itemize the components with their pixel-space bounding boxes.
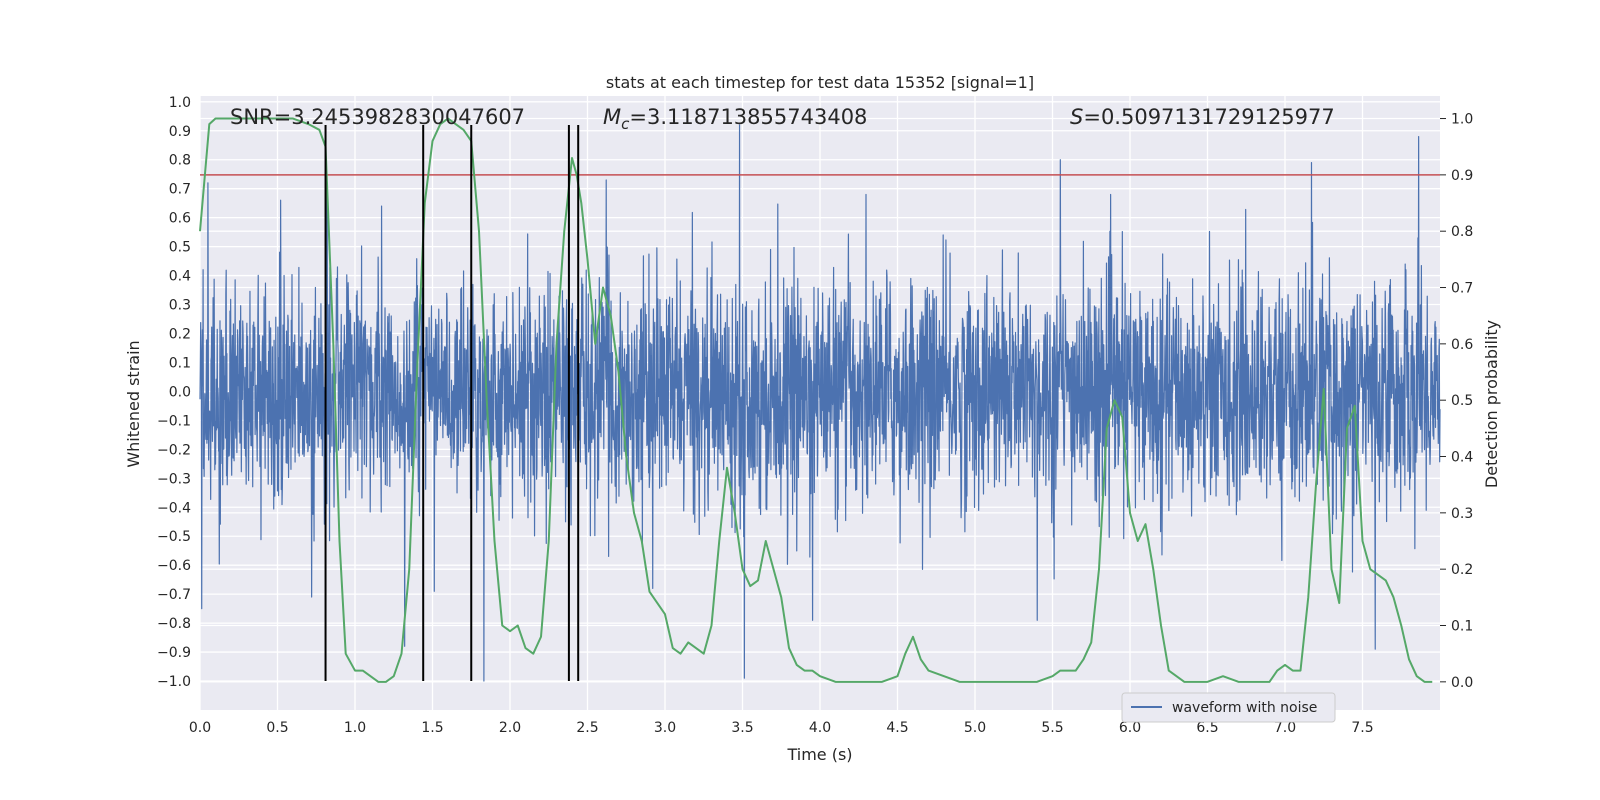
legend-box bbox=[1121, 692, 1336, 723]
y-tick-label: 1.0 bbox=[169, 95, 191, 111]
x-tick-label: 4.0 bbox=[809, 720, 831, 736]
y2-tick-label: 0.4 bbox=[1451, 450, 1473, 466]
y-tick-label: 0.8 bbox=[169, 153, 191, 169]
mc-symbol: M bbox=[603, 105, 621, 129]
y-tick-label: 0.0 bbox=[169, 384, 191, 400]
x-tick-label: 1.5 bbox=[421, 720, 443, 736]
y-tick-label: 0.2 bbox=[169, 326, 191, 342]
x-tick-label: 5.0 bbox=[964, 720, 986, 736]
y2-tick-label: 0.6 bbox=[1451, 337, 1473, 353]
x-tick-label: 2.5 bbox=[576, 720, 598, 736]
y-tick-label: −0.9 bbox=[157, 645, 191, 661]
x-tick-label: 4.5 bbox=[886, 720, 908, 736]
y-tick-label: −0.6 bbox=[157, 558, 191, 574]
waveform-line bbox=[199, 124, 1441, 682]
x-tick-label: 3.5 bbox=[731, 720, 753, 736]
probability-line bbox=[199, 117, 1433, 683]
y2-tick-label: 0.0 bbox=[1451, 675, 1473, 691]
s-annotation: S=0.5097131729125977 bbox=[1070, 105, 1335, 129]
y2-tick-label: 0.1 bbox=[1451, 619, 1473, 635]
legend-entry-waveform: waveform with noise bbox=[1172, 700, 1317, 716]
s-symbol: S bbox=[1070, 105, 1083, 129]
y-tick-label: −0.5 bbox=[157, 529, 191, 545]
y-tick-label: 0.4 bbox=[169, 269, 191, 285]
chart-title: stats at each timestep for test data 153… bbox=[606, 73, 1034, 92]
y2-axis-label: Detection probability bbox=[1482, 320, 1501, 488]
y-tick-label: 0.7 bbox=[169, 182, 191, 198]
y-tick-label: −1.0 bbox=[157, 674, 191, 690]
y2-tick-label: 0.9 bbox=[1451, 168, 1473, 184]
x-tick-label: 7.0 bbox=[1274, 720, 1296, 736]
y-tick-label: 0.5 bbox=[169, 240, 191, 256]
x-tick-label: 6.5 bbox=[1196, 720, 1218, 736]
y2-tick-label: 1.0 bbox=[1451, 112, 1473, 128]
waveform-series bbox=[199, 124, 1441, 682]
y2-tick-label: 0.5 bbox=[1451, 393, 1473, 409]
mc-value: =3.118713855743408 bbox=[629, 105, 867, 129]
y-tick-label: 0.3 bbox=[169, 298, 191, 314]
snr-annotation: SNR=3.2453982830047607 bbox=[230, 105, 525, 129]
x-tick-label: 1.0 bbox=[344, 720, 366, 736]
y2-tick-label: 0.2 bbox=[1451, 562, 1473, 578]
y-tick-label: −0.7 bbox=[157, 587, 191, 603]
mc-annotation: Mc=3.118713855743408 bbox=[603, 105, 867, 133]
x-tick-label: 7.5 bbox=[1351, 720, 1373, 736]
x-tick-label: 2.0 bbox=[499, 720, 521, 736]
y-tick-label: 0.6 bbox=[169, 211, 191, 227]
y-tick-label: −0.3 bbox=[157, 471, 191, 487]
y-tick-label: −0.2 bbox=[157, 442, 191, 458]
x-axis-label: Time (s) bbox=[786, 745, 852, 764]
x-tick-label: 0.5 bbox=[266, 720, 288, 736]
y-tick-label: 0.9 bbox=[169, 124, 191, 140]
y-axis-label: Whitened strain bbox=[124, 340, 143, 467]
y2-tick-label: 0.3 bbox=[1451, 506, 1473, 522]
s-value: =0.5097131729125977 bbox=[1083, 105, 1334, 129]
y-tick-label: −0.1 bbox=[157, 413, 191, 429]
x-tick-label: 6.0 bbox=[1119, 720, 1141, 736]
y2-tick-label: 0.8 bbox=[1451, 224, 1473, 240]
legend: waveform with noise bbox=[1121, 692, 1336, 723]
y-tick-label: 0.1 bbox=[169, 355, 191, 371]
probability-series bbox=[199, 117, 1433, 683]
mc-subscript: c bbox=[621, 115, 630, 133]
y2-tick-label: 0.7 bbox=[1451, 281, 1473, 297]
ticks: 0.0 0.5 1.0 1.5 2.0 2.5 3.0 3.5 4.0 4.5 5.0 5.5 6.0 6… bbox=[157, 95, 1473, 736]
y-tick-label: −0.4 bbox=[157, 500, 191, 516]
x-tick-label: 3.0 bbox=[654, 720, 676, 736]
y-tick-label: −0.8 bbox=[157, 616, 191, 632]
vertical-lines bbox=[324, 124, 580, 682]
x-tick-label: 5.5 bbox=[1041, 720, 1063, 736]
x-tick-label: 0.0 bbox=[189, 720, 211, 736]
